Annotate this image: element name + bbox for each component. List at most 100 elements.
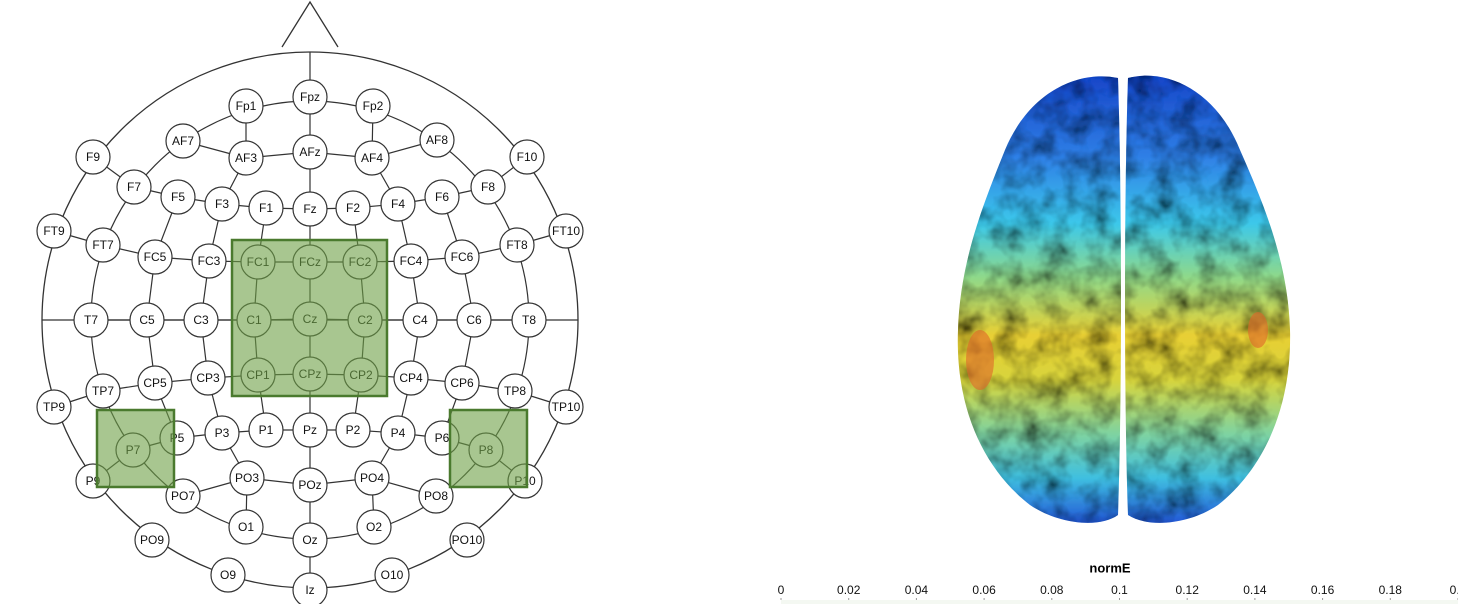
electrode bbox=[292, 572, 328, 604]
electrode-label: C4 bbox=[412, 313, 428, 327]
colorbar: normE 0 0.02 0.04 0.06 0.08 0.1 0.12 0.14 0.16 0.… bbox=[778, 560, 1458, 604]
electrode bbox=[511, 302, 547, 338]
electrode bbox=[137, 365, 173, 401]
electrode-label: F4 bbox=[391, 197, 405, 211]
electrode bbox=[190, 360, 226, 396]
electrode bbox=[228, 509, 264, 545]
electrode-label: O1 bbox=[238, 520, 254, 534]
nose bbox=[281, 0, 339, 48]
electrode bbox=[248, 412, 284, 448]
electrode-label: C6 bbox=[466, 313, 482, 327]
electrode-label: Fz bbox=[303, 202, 316, 216]
electrode bbox=[418, 478, 454, 514]
electrode bbox=[292, 134, 328, 170]
electrode-label: F5 bbox=[171, 190, 185, 204]
electrode-label: AF8 bbox=[426, 133, 448, 147]
electrode bbox=[497, 373, 533, 409]
electrode bbox=[183, 302, 219, 338]
electrode bbox=[356, 509, 392, 545]
tick-label: 0.12 bbox=[1176, 583, 1200, 597]
electrode-label: FT9 bbox=[43, 224, 65, 238]
electrode bbox=[355, 88, 391, 124]
electrode-label: PO10 bbox=[452, 533, 483, 547]
electrode bbox=[210, 557, 246, 593]
electrode-label: FT10 bbox=[552, 224, 580, 238]
electrode bbox=[548, 389, 584, 425]
electrode-label: PO3 bbox=[235, 471, 259, 485]
electrode-label: CP6 bbox=[450, 376, 474, 390]
colorbar-strip bbox=[781, 600, 1458, 604]
electrode bbox=[449, 522, 485, 558]
electrode-label: P3 bbox=[215, 426, 230, 440]
electrode-label: TP9 bbox=[43, 400, 65, 414]
electrode-label: TP10 bbox=[552, 400, 581, 414]
electrode bbox=[292, 467, 328, 503]
tick-label: 0.18 bbox=[1379, 583, 1403, 597]
electrode-label: F1 bbox=[259, 201, 273, 215]
electrode bbox=[393, 360, 429, 396]
electrode bbox=[548, 213, 584, 249]
electrode bbox=[134, 522, 170, 558]
right-hemisphere bbox=[1125, 75, 1291, 523]
tick-label: 0.08 bbox=[1040, 583, 1064, 597]
electrode bbox=[335, 190, 371, 226]
electrode bbox=[85, 227, 121, 263]
electrode-label: PO7 bbox=[171, 489, 195, 503]
electrode-label: FT8 bbox=[506, 238, 528, 252]
electrode bbox=[36, 213, 72, 249]
eeg-montage: Fp1 Fpz Fp2 AF7 AF3 AFz AF4 AF8 F9 F7 F5 F3 F1 Fz F2 F4… bbox=[36, 0, 584, 604]
electrode-label: Pz bbox=[303, 423, 317, 437]
brain-render bbox=[957, 75, 1291, 523]
electrode-label: T7 bbox=[84, 313, 98, 327]
roi-box bbox=[95, 408, 176, 489]
electrode bbox=[354, 140, 390, 176]
electrode bbox=[137, 239, 173, 275]
electrode-label: F7 bbox=[127, 180, 141, 194]
hotspot bbox=[1248, 312, 1268, 348]
electrode bbox=[129, 302, 165, 338]
electrode-label: FC6 bbox=[451, 250, 474, 264]
electrode-label: O2 bbox=[366, 520, 382, 534]
electrode-label: AF7 bbox=[172, 134, 194, 148]
electrode bbox=[374, 557, 410, 593]
electrode-label: FC4 bbox=[400, 254, 423, 268]
electrode-label: Iz bbox=[305, 583, 314, 597]
electrode bbox=[380, 186, 416, 222]
electrode-label: F9 bbox=[86, 150, 100, 164]
electrode bbox=[292, 79, 328, 115]
electrode-label: PO4 bbox=[360, 471, 384, 485]
electrode-label: FC3 bbox=[198, 254, 221, 268]
tick-label: 0.14 bbox=[1243, 583, 1267, 597]
tick-label: 0.04 bbox=[905, 583, 929, 597]
electrode bbox=[85, 373, 121, 409]
electrode-label: P4 bbox=[391, 426, 406, 440]
hotspot bbox=[966, 330, 994, 390]
electrode bbox=[354, 460, 390, 496]
electrode-label: CP4 bbox=[399, 371, 423, 385]
electrode-label: AF4 bbox=[361, 151, 383, 165]
electrode bbox=[160, 179, 196, 215]
electrode-label: P1 bbox=[259, 423, 274, 437]
electrode-label: P2 bbox=[346, 423, 361, 437]
electrode-label: F3 bbox=[215, 197, 229, 211]
left-hemisphere bbox=[957, 76, 1121, 523]
electrode bbox=[419, 122, 455, 158]
electrode-label: AFz bbox=[299, 145, 320, 159]
electrode bbox=[292, 412, 328, 448]
electrode-label: O9 bbox=[220, 568, 236, 582]
electrode-label: TP8 bbox=[504, 384, 526, 398]
electrode-label: T8 bbox=[522, 313, 536, 327]
electrode bbox=[36, 389, 72, 425]
electrode bbox=[444, 239, 480, 275]
tick-label: 0 bbox=[778, 583, 785, 597]
colorbar-label: normE bbox=[1089, 560, 1131, 575]
electrode-label: F2 bbox=[346, 201, 360, 215]
electrode bbox=[191, 243, 227, 279]
electrode bbox=[292, 522, 328, 558]
electrode bbox=[204, 186, 240, 222]
electrode-label: F10 bbox=[517, 150, 538, 164]
electrode bbox=[499, 227, 535, 263]
electrode bbox=[335, 412, 371, 448]
electrode bbox=[204, 415, 240, 451]
